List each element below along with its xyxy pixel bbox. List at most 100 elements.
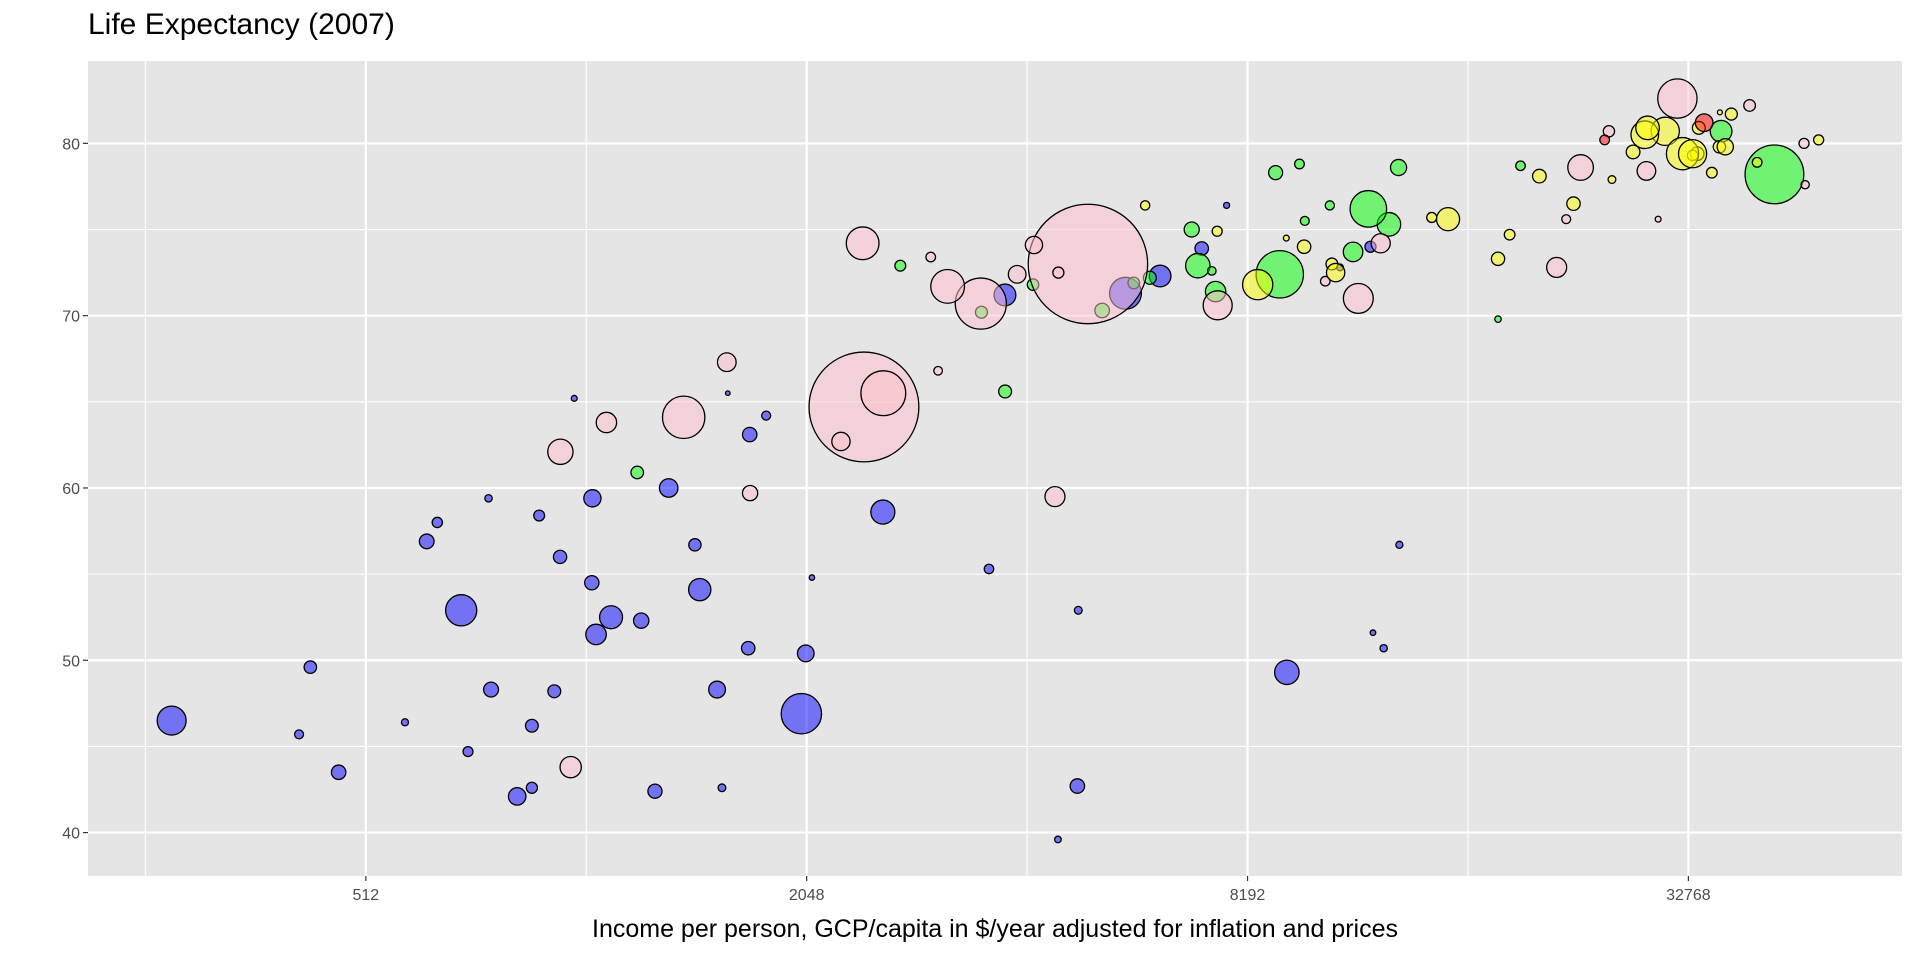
data-point (998, 384, 1013, 399)
data-point (1503, 228, 1516, 241)
data-point (1490, 251, 1506, 267)
data-point (796, 644, 815, 663)
data-point (584, 574, 600, 591)
data-point (1222, 201, 1231, 210)
data-point (1241, 268, 1274, 301)
data-point (559, 755, 582, 779)
data-point (1607, 175, 1617, 185)
x-axis-label: Income per person, GCP/capita in $/year … (592, 915, 1398, 943)
data-point (1069, 778, 1086, 794)
data-point (1044, 485, 1066, 508)
data-point (1625, 144, 1641, 160)
x-tick-label: 32768 (1666, 887, 1711, 904)
data-point (630, 465, 645, 480)
data-points (156, 78, 1825, 844)
data-point (930, 268, 966, 304)
data-point (547, 438, 574, 466)
data-point (533, 509, 546, 522)
data-point (1296, 239, 1312, 255)
data-point (1657, 78, 1698, 119)
data-point (1566, 196, 1581, 212)
data-point (808, 351, 920, 463)
data-point (1567, 154, 1595, 181)
data-point (741, 426, 758, 443)
data-point (1324, 200, 1336, 211)
data-point (570, 394, 578, 402)
data-point (661, 395, 706, 440)
data-point (1183, 221, 1200, 238)
data-point (1379, 643, 1388, 653)
data-point (1325, 262, 1346, 283)
data-point (1635, 115, 1660, 141)
data-point (894, 259, 907, 272)
data-point (983, 563, 995, 575)
data-point (1319, 275, 1331, 287)
data-point (1007, 264, 1027, 284)
data-point (1349, 189, 1388, 228)
data-point (418, 533, 435, 550)
data-point (780, 692, 823, 735)
data-point (1743, 98, 1757, 112)
data-point (687, 577, 712, 602)
data-point (1299, 215, 1310, 227)
data-point (1751, 156, 1763, 168)
data-point (156, 705, 187, 736)
data-point (647, 783, 663, 799)
data-point (1599, 134, 1611, 146)
data-point (400, 718, 410, 727)
data-point (583, 489, 602, 508)
data-point (925, 251, 937, 263)
data-point (1798, 137, 1810, 150)
data-point (1636, 160, 1657, 181)
data-point (708, 680, 727, 699)
data-point (1073, 605, 1083, 615)
data-point (1561, 214, 1572, 225)
data-point (860, 370, 907, 417)
y-tick-label: 40 (62, 826, 80, 843)
data-point (761, 410, 772, 421)
data-point (1342, 241, 1364, 263)
data-point (1139, 200, 1151, 211)
data-point (1435, 206, 1461, 232)
plot-panel (88, 61, 1902, 876)
data-point (1282, 234, 1290, 242)
data-point (740, 640, 756, 656)
data-point (1211, 225, 1223, 237)
data-point (293, 729, 305, 740)
data-point (552, 549, 568, 565)
data-point (484, 493, 493, 503)
data-point (716, 352, 737, 373)
data-point (547, 684, 562, 699)
y-tick-label: 50 (62, 653, 80, 670)
y-tick-label: 60 (62, 481, 80, 498)
data-point (1293, 158, 1305, 170)
data-point (585, 623, 607, 646)
data-point (1654, 215, 1662, 223)
data-point (1369, 629, 1377, 637)
data-point (462, 746, 474, 758)
data-point (1546, 256, 1568, 279)
data-point (1812, 134, 1825, 146)
data-point (598, 605, 624, 630)
data-point (482, 681, 500, 698)
data-point (525, 781, 539, 794)
axes: 512 2048 8192 32768 40 50 60 70 80 (62, 136, 1711, 904)
data-point (1389, 158, 1408, 177)
data-point (1052, 266, 1065, 279)
data-point (1342, 282, 1374, 315)
data-point (831, 431, 851, 452)
data-point (1716, 138, 1735, 156)
data-point (1027, 203, 1149, 325)
y-tick-label: 70 (62, 309, 80, 326)
data-point (933, 365, 944, 376)
data-point (954, 277, 1007, 330)
x-tick-label: 8192 (1230, 887, 1266, 904)
data-point (808, 574, 816, 581)
data-point (1531, 168, 1547, 184)
gridlines (88, 61, 1902, 876)
data-point (658, 478, 679, 498)
chart-title: Life Expectancy (2007) (88, 8, 395, 41)
data-point (741, 484, 759, 502)
data-point (1370, 233, 1391, 254)
data-point (444, 594, 478, 627)
